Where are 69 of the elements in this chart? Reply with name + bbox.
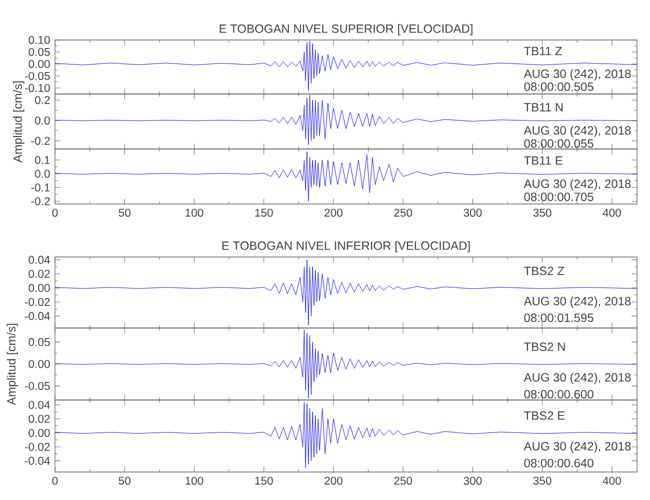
x-tick-label: 0: [52, 476, 58, 485]
x-tick-label: 250: [394, 208, 412, 217]
annotation: AUG 30 (242), 2018: [524, 179, 631, 190]
annotation: AUG 30 (242), 2018: [524, 372, 631, 384]
y-tick-label: 0.1: [34, 156, 50, 164]
annotation: 08:00:00.055: [524, 139, 594, 148]
x-tick-label: 150: [255, 208, 273, 217]
y-tick-label: 0.04: [28, 256, 50, 264]
annotation: TBS2 Z: [524, 266, 564, 276]
annotation: AUG 30 (242), 2018: [524, 69, 631, 80]
annotation: TB11 E: [524, 156, 562, 165]
annotation: TBS2 E: [524, 411, 565, 420]
y-tick-label: -0.2: [31, 136, 50, 145]
x-tick-label: 200: [324, 208, 342, 217]
annotation: 08:00:00.600: [524, 390, 594, 398]
annotation: TB11 N: [524, 103, 563, 112]
x-tick-label: 300: [464, 208, 482, 217]
y-tick-label: -0.1: [31, 183, 50, 192]
x-tick-label: 100: [186, 208, 204, 217]
y-tick-label: -0.05: [24, 382, 50, 390]
annotation: 08:00:00.505: [524, 82, 594, 91]
y-tick-label: 0.10: [28, 36, 50, 44]
y-tick-label: 0.00: [28, 428, 50, 437]
line-series: [54, 260, 638, 326]
x-tick-label: 300: [464, 476, 482, 485]
x-tick-label: 50: [118, 208, 130, 217]
y-tick-label: 0.2: [34, 96, 50, 104]
annotation: 08:00:00.640: [524, 458, 594, 468]
y-axis-title: Amplitud [cm/s]: [6, 324, 18, 405]
x-tick-label: 350: [533, 476, 552, 485]
annotation: TBS2 N: [524, 342, 565, 351]
annotation: 08:00:01.595: [524, 314, 594, 322]
y-tick-label: 0.00: [28, 284, 50, 292]
x-tick-label: 50: [118, 476, 130, 485]
y-tick-label: -0.04: [24, 312, 50, 320]
annotation: TB11 Z: [524, 46, 562, 56]
y-tick-label: 0.0: [34, 116, 50, 124]
y-tick-label: -0.02: [24, 298, 50, 306]
x-tick-label: 200: [324, 476, 342, 485]
annotation: AUG 30 (242), 2018: [524, 442, 631, 453]
y-tick-label: -0.2: [31, 197, 50, 206]
y-tick-label: -0.10: [24, 84, 50, 92]
annotation: 08:00:00.705: [524, 192, 594, 202]
x-tick-label: 350: [533, 208, 552, 217]
x-tick-label: 400: [602, 208, 621, 217]
annotation: AUG 30 (242), 2018: [524, 126, 631, 138]
x-tick-label: 0: [52, 208, 58, 217]
y-tick-label: 0.00: [28, 60, 50, 68]
line-series: [54, 152, 638, 202]
chart-title: E TOBOGAN NIVEL SUPERIOR [VELOCIDAD]: [220, 24, 472, 36]
y-tick-label: 0.00: [28, 360, 50, 368]
x-tick-label: 250: [394, 476, 412, 485]
x-tick-label: 400: [602, 476, 621, 485]
y-axis-title: Amplitud [cm/s]: [13, 81, 24, 162]
x-tick-label: 150: [255, 476, 273, 485]
y-tick-label: -0.04: [24, 456, 50, 465]
chart-title: E TOBOGAN NIVEL INFERIOR [VELOCIDAD]: [222, 241, 470, 252]
y-tick-label: 0.05: [28, 338, 50, 346]
y-tick-label: 0.04: [28, 400, 50, 409]
annotation: AUG 30 (242), 2018: [524, 296, 631, 308]
y-tick-label: -0.05: [24, 72, 50, 80]
y-tick-label: 0.05: [28, 48, 50, 56]
y-tick-label: 0.0: [34, 170, 50, 178]
y-tick-label: 0.02: [28, 414, 50, 423]
y-tick-label: 0.02: [28, 270, 50, 278]
x-tick-label: 100: [186, 476, 204, 485]
line-series: [54, 40, 638, 91]
line-series: [54, 402, 638, 468]
y-tick-label: -0.02: [24, 442, 50, 451]
